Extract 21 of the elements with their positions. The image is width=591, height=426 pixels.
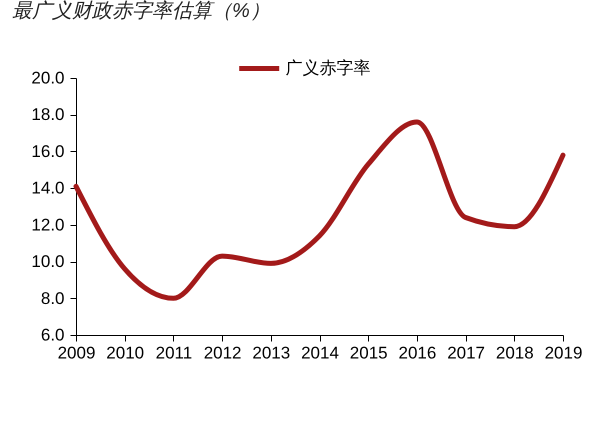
- x-tick-label: 2017: [447, 344, 486, 362]
- legend-label: 广义赤字率: [286, 58, 371, 78]
- x-tick-label: 2010: [106, 344, 144, 362]
- y-tick-label: 8.0: [40, 288, 64, 308]
- x-tick-label: 2012: [204, 344, 242, 362]
- y-tick-label: 6.0: [40, 326, 64, 344]
- x-tick-label: 2015: [350, 344, 388, 362]
- x-tick-label: 2013: [252, 344, 290, 362]
- x-tick-label: 2018: [496, 344, 534, 362]
- chart-title: 最广义财政赤字率估算（%）: [12, 0, 270, 22]
- y-tick-label: 14.0: [31, 178, 64, 198]
- x-tick-label: 2019: [544, 344, 582, 362]
- y-tick-label: 10.0: [31, 252, 64, 272]
- y-tick-label: 18.0: [31, 105, 64, 124]
- y-tick-label: 20.0: [31, 68, 64, 88]
- x-tick-label: 2009: [58, 344, 96, 362]
- y-tick-label: 16.0: [31, 142, 64, 161]
- x-tick-label: 2011: [156, 344, 192, 362]
- x-tick-label: 2016: [398, 344, 436, 362]
- x-tick-label: 2014: [301, 344, 339, 362]
- y-tick-label: 12.0: [31, 215, 64, 234]
